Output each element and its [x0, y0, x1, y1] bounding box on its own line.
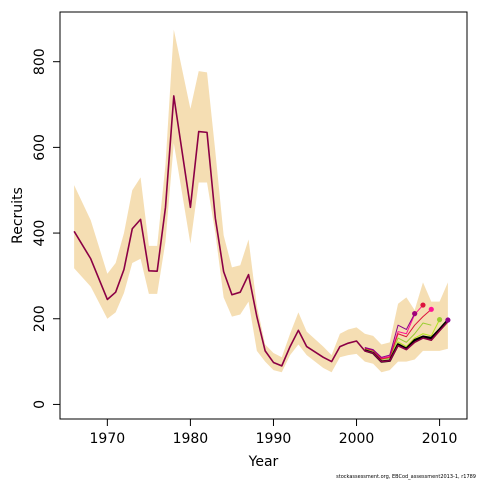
- y-tick-label: 200: [32, 305, 48, 332]
- endpoint-marker: [436, 317, 443, 323]
- y-tick-label: 0: [32, 400, 48, 409]
- endpoint-marker: [445, 317, 451, 323]
- x-tick-label: 2010: [422, 431, 458, 447]
- confidence-band: [74, 29, 448, 373]
- footnote: stockassessment.org, EBCod_assessment201…: [336, 474, 476, 480]
- x-axis-label: Year: [248, 454, 279, 470]
- x-tick-label: 1980: [173, 431, 209, 447]
- endpoint-marker: [420, 302, 426, 308]
- y-tick-label: 600: [32, 134, 48, 161]
- y-axis: 0 200 400 600 800: [32, 48, 61, 409]
- confidence-band-area: [74, 29, 448, 373]
- x-tick-label: 1970: [90, 431, 126, 447]
- x-axis: 1970 1980 1990 2000 2010: [90, 418, 458, 447]
- x-tick-label: 1990: [256, 431, 292, 447]
- endpoint-marker: [428, 306, 434, 312]
- endpoint-markers: [412, 302, 451, 323]
- x-tick-label: 2000: [339, 431, 375, 447]
- series-line-0: [73, 95, 449, 367]
- y-tick-label: 800: [32, 48, 48, 75]
- y-axis-label: Recruits: [10, 187, 26, 244]
- series-line-4: [364, 308, 432, 360]
- y-tick-label: 400: [32, 220, 48, 247]
- endpoint-marker: [412, 311, 418, 317]
- series-lines: [73, 95, 449, 367]
- series-line-5: [364, 313, 416, 358]
